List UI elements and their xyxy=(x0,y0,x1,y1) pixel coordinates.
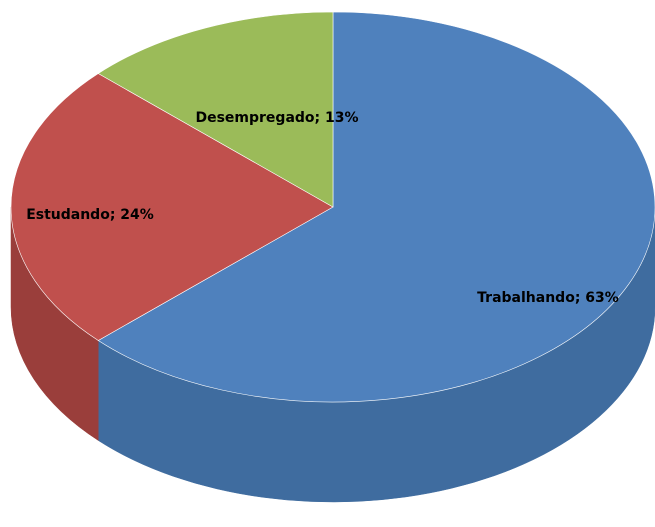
slice xyxy=(97,11,655,403)
data-label: Desempregado; 13% xyxy=(195,110,358,126)
data-label: Trabalhando; 63% xyxy=(477,290,619,306)
data-label: Estudando; 24% xyxy=(26,207,154,223)
slice xyxy=(97,11,334,208)
slice xyxy=(10,73,334,341)
